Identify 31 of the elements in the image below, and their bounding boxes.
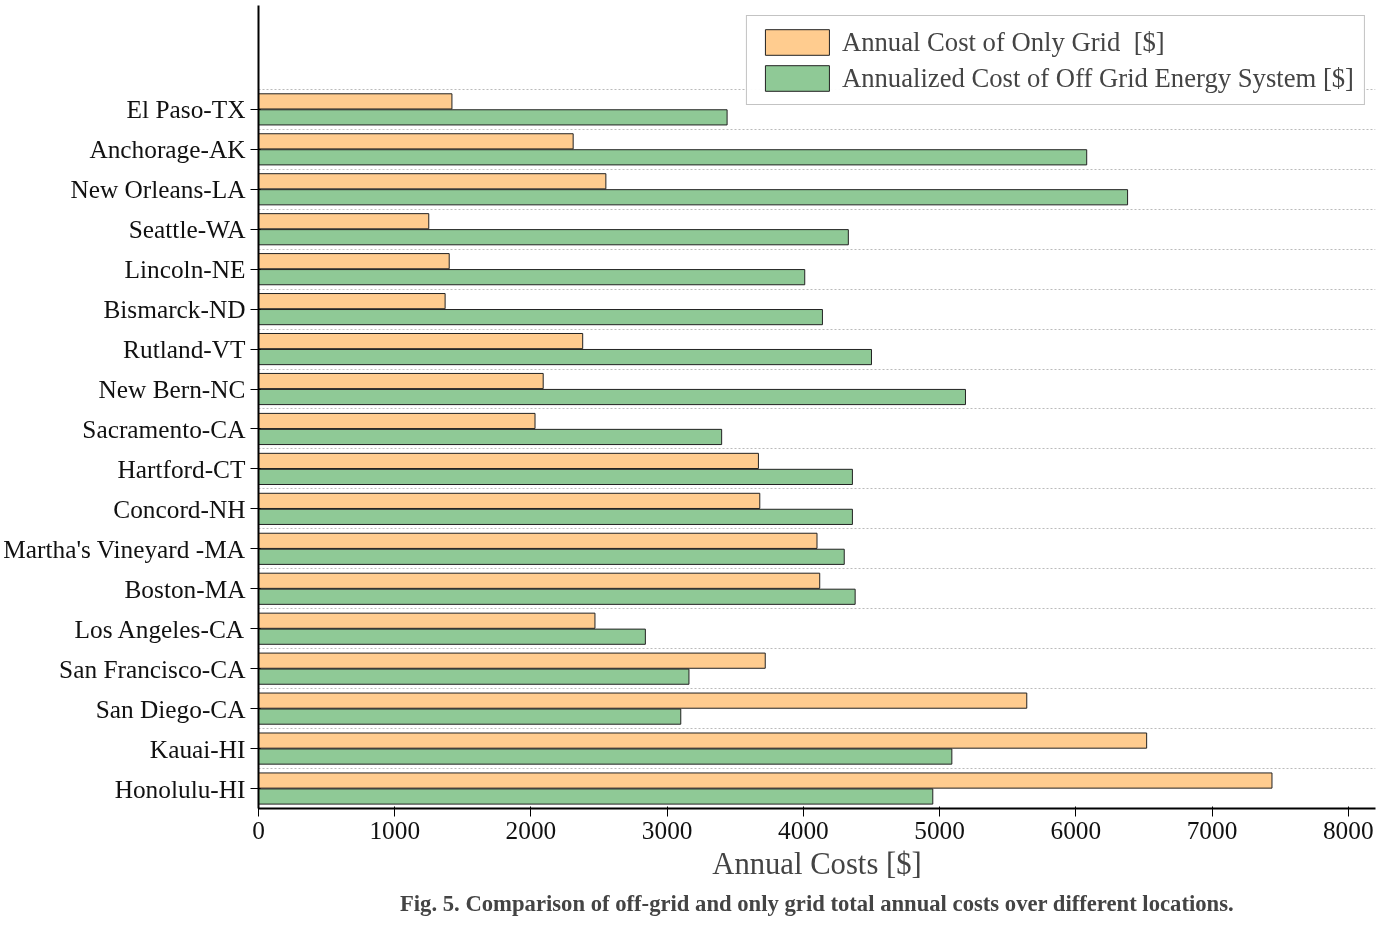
y-tick-label: Anchorage-AK bbox=[89, 135, 247, 164]
y-tick-label: Kauai-HI bbox=[149, 734, 246, 763]
y-tick-label: San Diego-CA bbox=[95, 694, 247, 723]
legend-label: Annualized Cost of Off Grid Energy System [$] bbox=[841, 62, 1354, 94]
y-tick-label: New Orleans-LA bbox=[70, 175, 247, 204]
y-tick-label: Boston-MA bbox=[124, 574, 247, 603]
x-tick-label: 4000 bbox=[778, 815, 829, 844]
x-tick-label: 2000 bbox=[505, 815, 557, 844]
y-tick-label: New Bern-NC bbox=[98, 375, 246, 404]
y-tick-label: Sacramento-CA bbox=[82, 414, 247, 443]
y-tick-label: Los Angeles-CA bbox=[74, 614, 245, 643]
x-axis-title: Annual Costs [$] bbox=[712, 846, 922, 881]
y-tick-label: Hartford-CT bbox=[117, 454, 247, 483]
y-tick-label: Martha's Vineyard -MA bbox=[3, 534, 246, 563]
y-tick-label: Seattle-WA bbox=[128, 215, 247, 244]
x-tick-label: 6000 bbox=[1050, 815, 1102, 844]
x-tick-label: 5000 bbox=[914, 815, 965, 844]
x-tick-label: 8000 bbox=[1322, 815, 1374, 844]
y-tick-label: Bismarck-ND bbox=[103, 295, 246, 324]
y-tick-label: Lincoln-NE bbox=[124, 255, 246, 284]
y-tick-label: Rutland-VT bbox=[123, 335, 247, 364]
y-tick-label: San Francisco-CA bbox=[59, 654, 247, 683]
legend-label: Annual Cost of Only Grid [$] bbox=[841, 26, 1165, 58]
y-tick-label: El Paso-TX bbox=[126, 95, 246, 124]
y-tick-label: Honolulu-HI bbox=[114, 774, 246, 803]
x-tick-label: 7000 bbox=[1186, 815, 1238, 844]
y-tick-label: Concord-NH bbox=[113, 494, 246, 523]
x-tick-label: 1000 bbox=[369, 815, 421, 844]
x-tick-label: 0 bbox=[252, 815, 265, 844]
x-tick-label: 3000 bbox=[641, 815, 693, 844]
caption: Fig. 5. Comparison of off-grid and only grid total annual costs over different locations. bbox=[399, 890, 1234, 916]
